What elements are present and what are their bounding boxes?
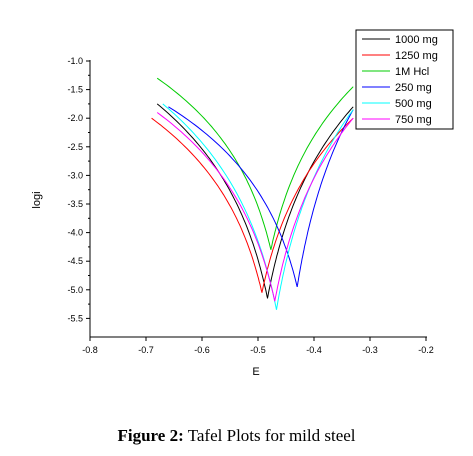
x-tick-label: -0.4: [306, 345, 322, 355]
y-tick-label: -4.0: [67, 228, 83, 238]
figure-number: Figure 2:: [117, 426, 184, 445]
x-tick-label: -0.2: [418, 345, 434, 355]
y-tick-label: -5.5: [67, 313, 83, 323]
figure-caption: Figure 2: Tafel Plots for mild steel: [0, 426, 473, 446]
y-tick-label: -5.0: [67, 285, 83, 295]
y-tick-label: -3.0: [67, 170, 83, 180]
x-axis-title: E: [252, 366, 259, 378]
x-ticks: -0.8 -0.7 -0.6 -0.5 -0.4 -0.3 -0.2: [82, 337, 434, 355]
y-tick-label: -3.5: [67, 199, 83, 209]
figure-title: Tafel Plots for mild steel: [187, 426, 356, 445]
legend: 1000 mg 1250 mg 1M Hcl 250 mg 500 mg 750 mg: [355, 29, 454, 130]
y-tick-label: -1.5: [67, 85, 83, 95]
legend-label: 1250 mg: [395, 50, 438, 62]
series-lines: [151, 77, 354, 310]
series-line-1: [156, 103, 354, 299]
legend-label: 250 mg: [395, 82, 432, 94]
legend-label: 750 mg: [395, 114, 432, 126]
y-tick-label: -2.5: [67, 142, 83, 152]
series-line-2: [151, 117, 354, 293]
series-line-4: [168, 106, 354, 288]
x-tick-label: -0.8: [82, 345, 98, 355]
y-tick-label: -4.5: [67, 256, 83, 266]
x-tick-label: -0.7: [138, 345, 154, 355]
y-axis-title: logi: [31, 191, 43, 208]
legend-label: 500 mg: [395, 98, 432, 110]
x-tick-label: -0.6: [194, 345, 210, 355]
legend-box: [355, 29, 454, 130]
y-ticks: -1.0 -1.5 -2.0 -2.5 -3.0 -3.5 -4.0 -4.5 -5.0 -5.5: [67, 56, 90, 323]
series-line-5: [162, 103, 354, 310]
tafel-chart: -0.8 -0.7 -0.6 -0.5 -0.4 -0.3 -0.2 -1.0 -1.5 -2.…: [31, 29, 454, 378]
series-line-3: [156, 77, 354, 250]
y-tick-label: -1.0: [67, 56, 83, 66]
x-tick-label: -0.5: [250, 345, 266, 355]
series-line-6: [156, 112, 354, 302]
legend-label: 1M Hcl: [395, 66, 429, 78]
legend-label: 1000 mg: [395, 34, 438, 46]
x-tick-label: -0.3: [362, 345, 378, 355]
y-tick-label: -2.0: [67, 113, 83, 123]
